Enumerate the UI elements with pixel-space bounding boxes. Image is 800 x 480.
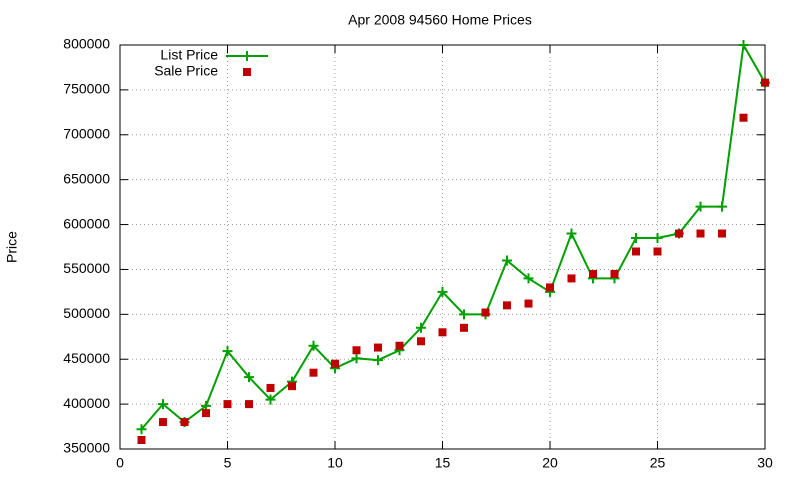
data-point xyxy=(738,40,749,50)
data-point xyxy=(696,229,705,238)
data-point xyxy=(631,233,641,244)
data-point xyxy=(761,78,769,87)
legend-label: List Price xyxy=(160,47,218,63)
x-tick-label: 20 xyxy=(542,455,558,471)
data-point xyxy=(308,340,319,351)
y-tick-label: 750000 xyxy=(63,81,110,97)
y-tick-label: 700000 xyxy=(63,125,110,141)
plot-frame xyxy=(119,44,766,450)
x-tick-label: 0 xyxy=(116,455,124,471)
y-tick-label: 400000 xyxy=(63,395,110,411)
data-point xyxy=(459,309,469,320)
x-tick-label: 15 xyxy=(435,455,451,471)
data-point xyxy=(352,346,361,355)
data-point xyxy=(159,418,167,427)
legend-swatch xyxy=(242,51,252,61)
chart-title: Apr 2008 94560 Home Prices xyxy=(348,12,532,28)
y-tick-label: 600000 xyxy=(63,215,110,231)
y-tick-label: 550000 xyxy=(63,260,110,276)
y-axis-label: Price xyxy=(4,231,20,263)
data-point xyxy=(266,383,275,392)
data-point xyxy=(610,269,619,278)
data-point xyxy=(438,328,447,337)
data-point xyxy=(503,301,511,310)
data-point xyxy=(567,274,576,283)
data-point xyxy=(653,247,662,256)
data-point xyxy=(718,229,726,238)
data-point xyxy=(331,359,339,368)
data-point xyxy=(395,341,404,350)
data-point xyxy=(416,322,426,333)
data-point xyxy=(546,283,554,292)
data-point xyxy=(180,418,189,427)
y-tick-label: 500000 xyxy=(63,305,110,321)
data-point xyxy=(652,233,663,244)
data-point xyxy=(309,368,318,377)
x-tick-label: 30 xyxy=(757,455,773,471)
data-point xyxy=(632,247,640,256)
data-point xyxy=(502,255,512,266)
y-tick-label: 350000 xyxy=(63,440,110,456)
y-tick-label: 450000 xyxy=(63,350,110,366)
data-point xyxy=(202,409,210,418)
data-point xyxy=(244,372,254,383)
legend-label: Sale Price xyxy=(154,63,218,79)
y-tick-label: 650000 xyxy=(63,170,110,186)
data-point xyxy=(566,228,577,239)
data-point xyxy=(523,273,534,284)
data-point xyxy=(717,201,727,212)
data-point xyxy=(288,382,296,391)
data-point xyxy=(481,308,490,317)
data-point xyxy=(460,323,468,332)
data-point xyxy=(158,399,168,410)
data-point xyxy=(437,286,448,297)
data-point xyxy=(373,355,383,366)
data-point xyxy=(417,337,425,346)
data-point xyxy=(222,346,233,357)
x-tick-label: 5 xyxy=(224,455,232,471)
data-point xyxy=(137,436,146,445)
x-tick-label: 25 xyxy=(650,455,666,471)
data-point xyxy=(695,201,706,212)
legend-swatch xyxy=(243,68,251,76)
data-point xyxy=(245,400,253,409)
data-point xyxy=(524,299,533,308)
data-point xyxy=(351,353,362,364)
data-point xyxy=(223,400,232,409)
data-point xyxy=(675,229,683,238)
data-point xyxy=(136,424,147,435)
y-tick-label: 800000 xyxy=(63,36,110,52)
data-point xyxy=(739,113,748,122)
data-point xyxy=(374,343,382,352)
data-point xyxy=(589,269,597,278)
x-tick-label: 10 xyxy=(327,455,343,471)
data-point xyxy=(265,394,276,405)
